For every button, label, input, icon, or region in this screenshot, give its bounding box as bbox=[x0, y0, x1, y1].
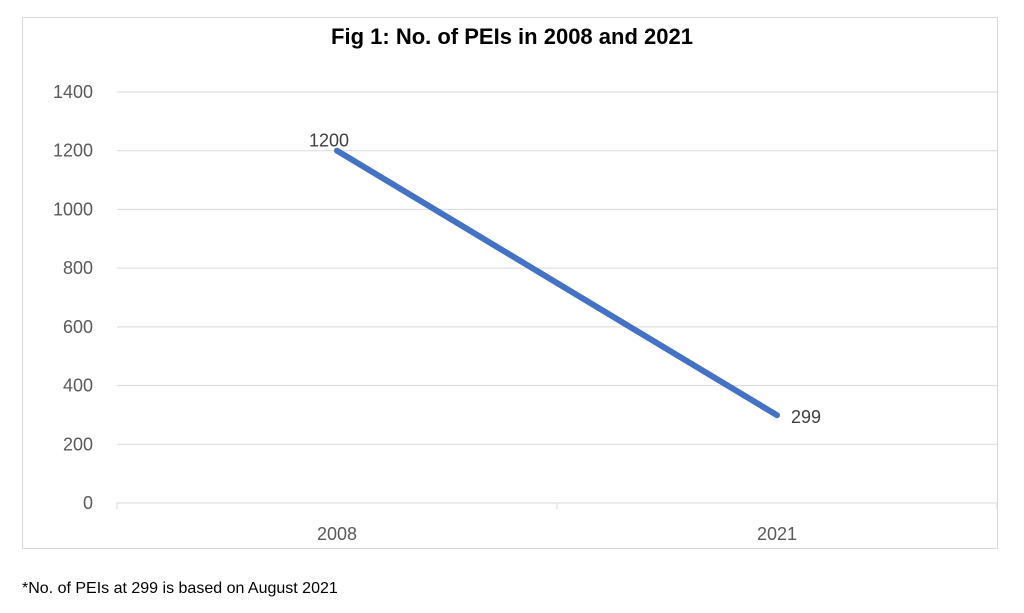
chart-title: Fig 1: No. of PEIs in 2008 and 2021 bbox=[331, 24, 693, 49]
y-tick-label-400: 400 bbox=[63, 376, 93, 396]
y-tick-label-200: 200 bbox=[63, 434, 93, 454]
series-line-0 bbox=[334, 147, 780, 419]
y-tick-label-1400: 1400 bbox=[53, 82, 93, 102]
data-label-2008: 1200 bbox=[309, 131, 349, 151]
x-tick-label-2008: 2008 bbox=[317, 524, 357, 544]
x-tick-label-2021: 2021 bbox=[757, 524, 797, 544]
y-tick-label-0: 0 bbox=[83, 493, 93, 513]
chart-frame bbox=[22, 17, 998, 549]
footnote: *No. of PEIs at 299 is based on August 2… bbox=[22, 580, 338, 597]
y-tick-label-1000: 1000 bbox=[53, 199, 93, 219]
y-tick-label-800: 800 bbox=[63, 258, 93, 278]
data-label-2021: 299 bbox=[791, 407, 821, 427]
y-tick-label-600: 600 bbox=[63, 317, 93, 337]
y-tick-label-1200: 1200 bbox=[53, 141, 93, 161]
